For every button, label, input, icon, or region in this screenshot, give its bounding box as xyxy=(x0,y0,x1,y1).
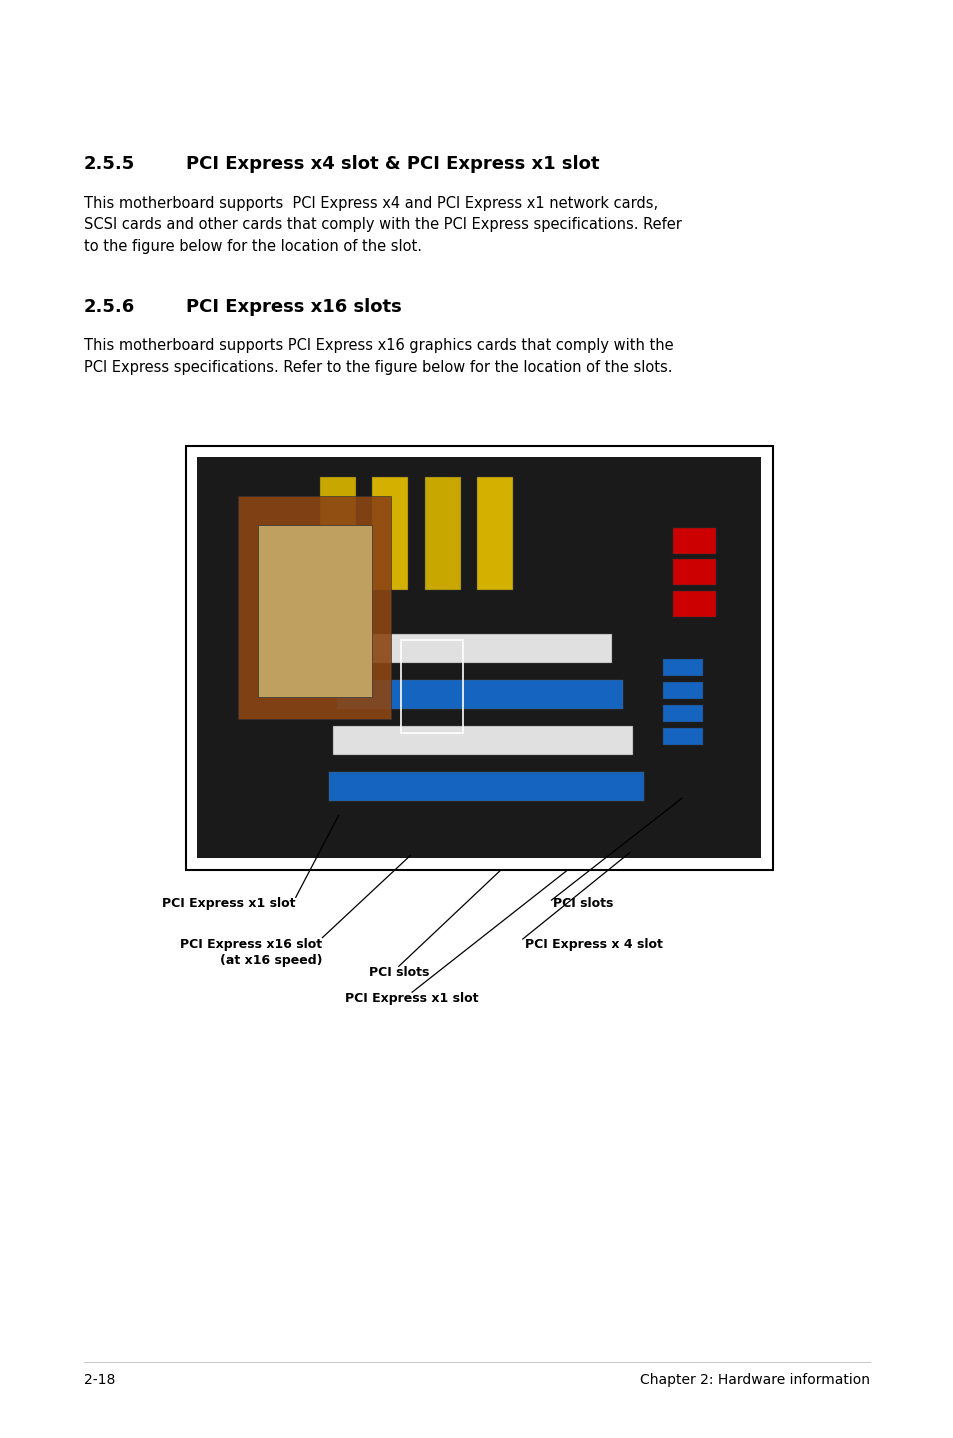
Text: PCI Express x1 slot: PCI Express x1 slot xyxy=(345,992,478,1005)
Bar xyxy=(319,477,355,590)
Bar xyxy=(672,559,715,585)
Text: This motherboard supports  PCI Express x4 and PCI Express x1 network cards,
SCSI: This motherboard supports PCI Express x4… xyxy=(84,196,681,253)
Text: PCI slots: PCI slots xyxy=(553,897,613,910)
Bar xyxy=(672,528,715,554)
Text: This motherboard supports PCI Express x16 graphics cards that comply with the
PC: This motherboard supports PCI Express x1… xyxy=(84,338,673,374)
Text: Chapter 2: Hardware information: Chapter 2: Hardware information xyxy=(639,1373,869,1388)
Text: PCI Express x 4 slot: PCI Express x 4 slot xyxy=(524,938,662,951)
Bar xyxy=(186,446,772,870)
Bar xyxy=(257,525,372,697)
Text: 2.5.6: 2.5.6 xyxy=(84,298,135,316)
Text: PCI Express x16 slot
(at x16 speed): PCI Express x16 slot (at x16 speed) xyxy=(180,938,322,966)
Text: PCI slots: PCI slots xyxy=(368,966,429,979)
Bar xyxy=(400,640,462,733)
Text: PCI Express x16 slots: PCI Express x16 slots xyxy=(186,298,401,316)
Bar xyxy=(333,726,633,755)
Text: 2.5.5: 2.5.5 xyxy=(84,155,135,174)
Bar xyxy=(672,591,715,617)
Bar xyxy=(340,634,612,663)
Text: 2-18: 2-18 xyxy=(84,1373,115,1388)
Bar xyxy=(336,680,622,709)
Bar xyxy=(424,477,460,590)
Bar xyxy=(476,477,513,590)
Bar xyxy=(662,705,702,722)
Bar xyxy=(662,659,702,676)
Bar xyxy=(662,728,702,745)
Bar xyxy=(197,457,760,858)
Bar xyxy=(372,477,408,590)
Bar xyxy=(662,682,702,699)
Bar xyxy=(329,772,643,801)
Text: PCI Express x4 slot & PCI Express x1 slot: PCI Express x4 slot & PCI Express x1 slo… xyxy=(186,155,598,174)
Bar xyxy=(238,496,391,719)
Text: PCI Express x1 slot: PCI Express x1 slot xyxy=(162,897,295,910)
